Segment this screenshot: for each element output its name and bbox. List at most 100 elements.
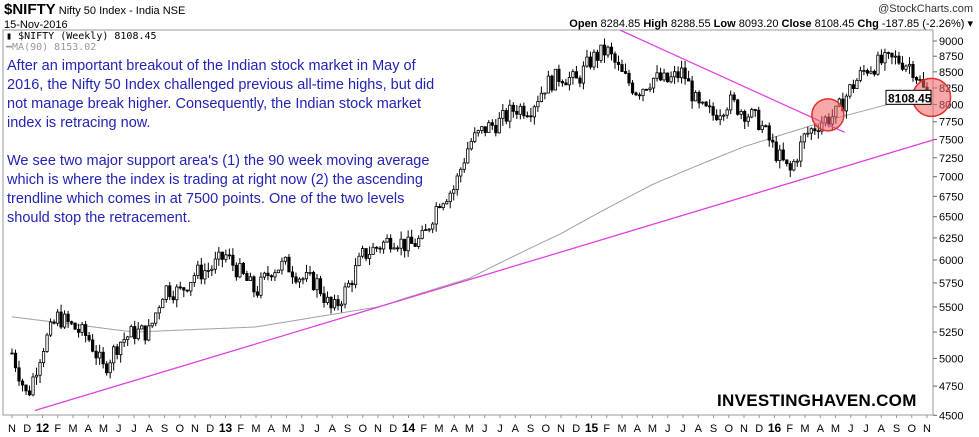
- candle-body: [410, 236, 414, 244]
- candle-body: [294, 276, 298, 283]
- candle-body: [511, 104, 515, 112]
- candle-body: [550, 75, 554, 91]
- candle-body: [276, 269, 281, 274]
- annotation-paragraph-1: After an important breakout of the India…: [7, 58, 435, 131]
- y-tick-label: 6750: [939, 191, 963, 203]
- y-tick-label: 7250: [939, 153, 963, 165]
- chg-value: -187.85 (-2.26%): [881, 18, 965, 30]
- candle-body: [248, 276, 252, 281]
- candle-body: [658, 72, 663, 81]
- x-tick-label: M: [465, 423, 474, 435]
- candle-body: [469, 141, 473, 150]
- candle-body: [266, 272, 270, 277]
- y-tick-label: 4500: [939, 410, 963, 422]
- candle-body: [613, 53, 617, 63]
- candle-body: [441, 203, 445, 209]
- candle-body: [504, 110, 508, 122]
- candle-body: [701, 101, 705, 104]
- candle-body: [185, 289, 189, 292]
- candle-body: [578, 77, 582, 84]
- candle-body: [45, 334, 49, 352]
- candle-body: [883, 52, 887, 64]
- candle-body: [459, 168, 463, 177]
- chart-legend: ▮ $NIFTY (Weekly) 8108.45 ━MA(90) 8153.0…: [6, 31, 157, 53]
- candle-body: [897, 55, 901, 64]
- x-tick-label: O: [358, 423, 367, 435]
- candle-body: [308, 272, 312, 274]
- highlight-circle: [811, 98, 845, 132]
- x-tick-label: J: [116, 423, 122, 435]
- candle-body: [385, 237, 389, 243]
- candle-body: [781, 149, 785, 161]
- candle-body: [378, 247, 382, 250]
- candle-body: [34, 374, 39, 378]
- candle-body: [98, 351, 102, 359]
- candle-body: [62, 313, 67, 328]
- candle-body: [487, 122, 491, 134]
- annotation-paragraph-2: We see two major support area's (1) the …: [7, 153, 430, 226]
- candle-body: [129, 326, 133, 338]
- candle-body: [672, 71, 677, 78]
- candle-body: [157, 307, 161, 314]
- candle-body: [280, 260, 284, 271]
- candle-body: [515, 110, 519, 115]
- candle-body: [143, 325, 147, 341]
- last-price-label: 8108.45: [888, 91, 932, 105]
- candle-body: [420, 229, 424, 239]
- candle-body: [399, 238, 403, 249]
- candle-body: [848, 84, 852, 97]
- candle-body: [620, 64, 624, 72]
- candle-body: [94, 350, 98, 359]
- candle-body: [641, 88, 645, 97]
- candle-body: [17, 367, 21, 382]
- x-tick-label: A: [85, 423, 93, 435]
- candle-body: [122, 339, 126, 343]
- x-tick-label: N: [191, 423, 199, 435]
- candle-body: [501, 110, 505, 119]
- candle-body: [259, 276, 263, 296]
- candle-body: [679, 67, 684, 79]
- x-tick-label: A: [634, 423, 642, 435]
- candle-body: [325, 296, 330, 303]
- candle-body: [718, 115, 722, 121]
- x-tick-label: F: [420, 423, 427, 435]
- x-tick-label: 12: [36, 421, 50, 435]
- candle-body: [318, 278, 323, 295]
- candle-body: [241, 262, 245, 274]
- candle-body: [213, 258, 217, 270]
- candle-body: [466, 148, 470, 164]
- x-tick-label: N: [923, 423, 931, 435]
- candle-body: [567, 76, 572, 86]
- candle-body: [339, 303, 344, 307]
- close-value: 8108.45: [814, 18, 855, 30]
- x-tick-label: J: [863, 423, 869, 435]
- candle-body: [427, 228, 431, 231]
- candle-body: [637, 94, 642, 97]
- candle-body: [24, 384, 28, 392]
- symbol: $NIFTY: [4, 1, 56, 18]
- candle-body: [722, 114, 726, 117]
- y-tick-label: 5750: [939, 278, 963, 290]
- candle-body: [203, 270, 207, 280]
- x-tick-label: O: [724, 423, 733, 435]
- candle-body: [886, 52, 891, 54]
- candle-body: [890, 52, 894, 58]
- candle-body: [452, 189, 456, 194]
- candle-body: [210, 268, 214, 271]
- candle-body: [115, 346, 119, 355]
- x-tick-label: N: [374, 423, 382, 435]
- candle-body: [904, 65, 908, 70]
- candle-body: [311, 272, 316, 291]
- x-tick-label: F: [54, 423, 61, 435]
- candle-body: [494, 124, 498, 134]
- candle-body: [392, 247, 396, 250]
- candle-body: [27, 390, 32, 396]
- candle-body: [662, 72, 666, 81]
- x-tick-label: F: [786, 423, 793, 435]
- x-tick-label: J: [299, 423, 305, 435]
- candle-body: [301, 278, 305, 281]
- candle-body: [161, 299, 165, 309]
- candle-body: [525, 115, 529, 118]
- x-tick-label: J: [680, 423, 686, 435]
